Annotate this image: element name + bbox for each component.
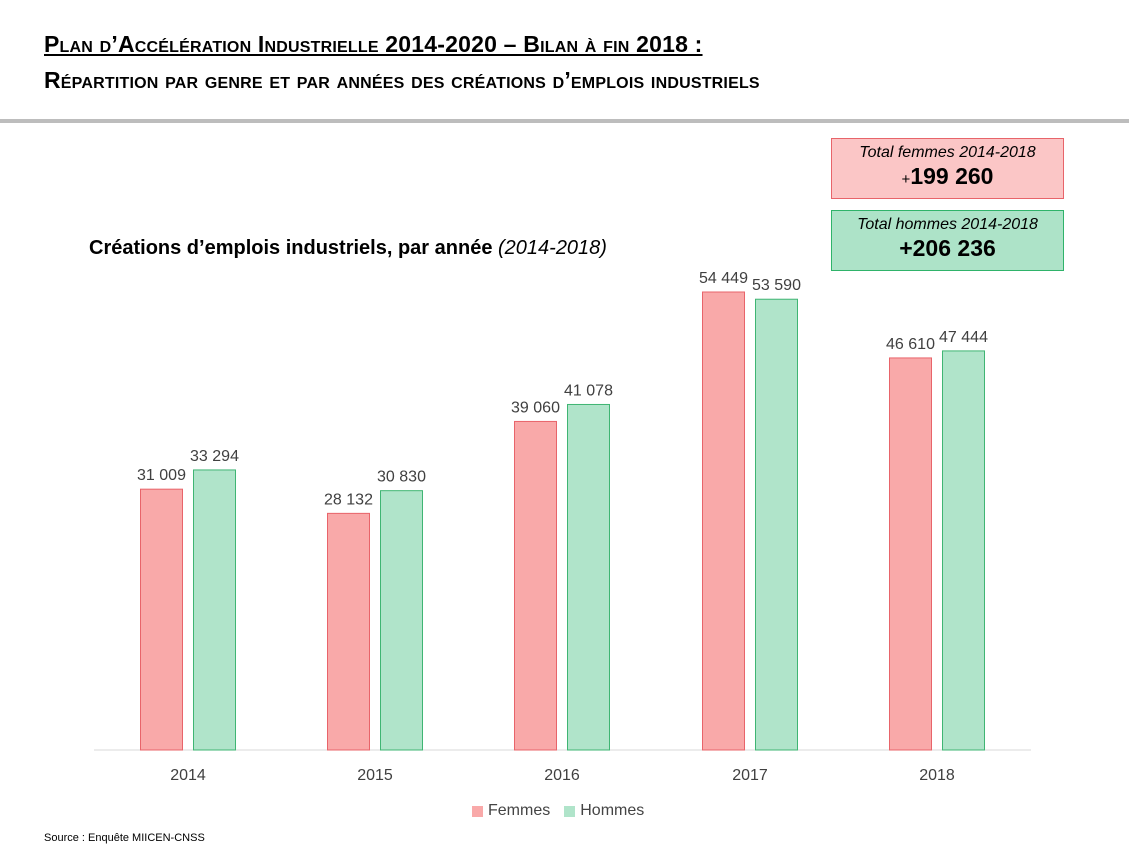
page-title-line2: Répartition par genre et par années des … xyxy=(44,67,760,93)
total-hommes-label: Total hommes 2014-2018 xyxy=(857,216,1038,233)
bar-femmes-2016 xyxy=(514,420,557,751)
chart-title: Créations d’emplois industriels, par ann… xyxy=(89,237,607,260)
total-hommes-box: Total hommes 2014-2018 +206 236 xyxy=(831,210,1064,271)
data-label-femmes-2014: 31 009 xyxy=(137,467,186,484)
data-label-hommes-2018: 47 444 xyxy=(939,329,988,346)
data-label-hommes-2015: 30 830 xyxy=(377,469,426,486)
page-title-line1: Plan d’Accélération Industrielle 2014-20… xyxy=(44,31,703,57)
header-divider xyxy=(0,119,1129,123)
data-label-femmes-2015: 28 132 xyxy=(324,491,373,508)
bar-femmes-2014 xyxy=(140,488,183,751)
bar-femmes-2017 xyxy=(702,291,745,751)
x-tick-label-2015: 2015 xyxy=(357,767,393,784)
data-label-femmes-2016: 39 060 xyxy=(511,399,560,416)
bar-hommes-2015 xyxy=(380,490,423,751)
total-femmes-number: 199 260 xyxy=(910,163,994,189)
page-title: Plan d’Accélération Industrielle 2014-20… xyxy=(44,26,760,98)
total-hommes-value: +206 236 xyxy=(899,235,996,261)
total-femmes-value: +199 260 xyxy=(832,163,1063,190)
chart-title-text: Créations d’emplois industriels, par ann… xyxy=(89,237,493,259)
total-femmes-label: Total femmes 2014-2018 xyxy=(859,144,1036,161)
x-tick-label-2017: 2017 xyxy=(732,767,768,784)
bar-hommes-2014 xyxy=(193,469,236,751)
bar-femmes-2018 xyxy=(889,357,932,751)
bar-hommes-2017 xyxy=(755,298,798,751)
legend-label-hommes: Hommes xyxy=(580,802,645,819)
data-label-femmes-2018: 46 610 xyxy=(886,336,935,353)
x-tick-label-2016: 2016 xyxy=(544,767,580,784)
chart-subtitle: (2014-2018) xyxy=(498,237,607,259)
legend-item-femmes: Femmes xyxy=(472,802,550,820)
data-label-femmes-2017: 54 449 xyxy=(699,270,748,287)
bar-hommes-2016 xyxy=(567,403,610,751)
x-tick-label-2018: 2018 xyxy=(919,767,955,784)
legend-item-hommes: Hommes xyxy=(564,802,644,820)
source-note: Source : Enquête MIICEN-CNSS xyxy=(44,832,205,844)
total-femmes-box: Total femmes 2014-2018 +199 260 xyxy=(831,138,1064,199)
data-label-hommes-2016: 41 078 xyxy=(564,382,613,399)
bar-hommes-2018 xyxy=(942,350,985,751)
legend-label-femmes: Femmes xyxy=(488,802,551,819)
legend-swatch-hommes xyxy=(564,805,576,817)
data-label-hommes-2014: 33 294 xyxy=(190,448,239,465)
total-femmes-plus: + xyxy=(901,171,911,188)
data-label-hommes-2017: 53 590 xyxy=(752,277,801,294)
legend-swatch-femmes xyxy=(472,805,483,817)
x-tick-label-2014: 2014 xyxy=(170,767,206,784)
bar-femmes-2015 xyxy=(327,512,370,751)
chart-legend: Femmes Hommes xyxy=(472,802,658,820)
